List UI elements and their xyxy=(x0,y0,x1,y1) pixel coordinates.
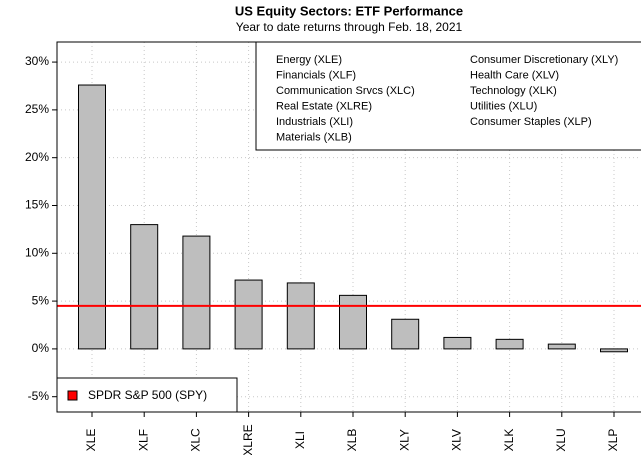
x-tick-label: XLF xyxy=(136,429,150,451)
bar xyxy=(391,318,420,350)
x-tick-label: XLB xyxy=(345,429,359,452)
reference-legend-swatch xyxy=(67,390,78,401)
bar xyxy=(443,336,472,350)
bar xyxy=(234,279,263,350)
bar xyxy=(182,235,211,350)
y-tick-label: -5% xyxy=(28,389,50,403)
x-tick-label: XLC xyxy=(189,428,203,452)
sector-legend-entry: Consumer Discretionary (XLY) xyxy=(470,54,618,66)
x-tick-label: XLP xyxy=(606,429,620,452)
y-tick-label: 30% xyxy=(25,54,49,68)
sector-legend-entry: Consumer Staples (XLP) xyxy=(470,116,592,128)
chart-subtitle: Year to date returns through Feb. 18, 20… xyxy=(236,20,463,34)
x-tick-label: XLE xyxy=(84,429,98,452)
bar xyxy=(547,343,576,350)
x-tick-label: XLK xyxy=(502,429,516,452)
sector-legend-entry: Technology (XLK) xyxy=(470,85,557,97)
reference-legend-label: SPDR S&P 500 (SPY) xyxy=(88,388,207,402)
bar xyxy=(600,348,628,353)
y-tick-label: 5% xyxy=(32,293,50,307)
y-tick-label: 25% xyxy=(25,102,49,116)
bar xyxy=(495,338,524,350)
bar xyxy=(286,282,315,350)
y-tick-label: 10% xyxy=(25,245,49,259)
x-tick-label: XLV xyxy=(450,429,464,451)
bar xyxy=(78,84,106,350)
reference-legend-box xyxy=(56,377,238,413)
sector-legend-entry: Utilities (XLU) xyxy=(470,100,537,112)
sector-legend-box xyxy=(255,41,641,151)
x-tick-label: XLRE xyxy=(241,424,255,455)
sector-legend-entry: Financials (XLF) xyxy=(276,69,356,81)
bar xyxy=(339,294,367,350)
sector-legend-entry: Real Estate (XLRE) xyxy=(276,100,372,112)
y-tick-label: 0% xyxy=(32,341,50,355)
bar xyxy=(130,224,159,350)
sector-legend-entry: Energy (XLE) xyxy=(276,54,342,66)
x-tick-label: XLY xyxy=(397,429,411,451)
x-tick-label: XLI xyxy=(293,431,307,449)
chart-title: US Equity Sectors: ETF Performance xyxy=(235,3,463,18)
x-tick-label: XLU xyxy=(554,428,568,451)
sector-legend-entry: Materials (XLB) xyxy=(276,131,352,143)
y-tick-label: 15% xyxy=(25,198,49,212)
sector-legend-entry: Communication Srvcs (XLC) xyxy=(276,85,415,97)
y-tick-label: 20% xyxy=(25,150,49,164)
sector-legend-entry: Industrials (XLI) xyxy=(276,116,353,128)
sector-legend-entry: Health Care (XLV) xyxy=(470,69,559,81)
